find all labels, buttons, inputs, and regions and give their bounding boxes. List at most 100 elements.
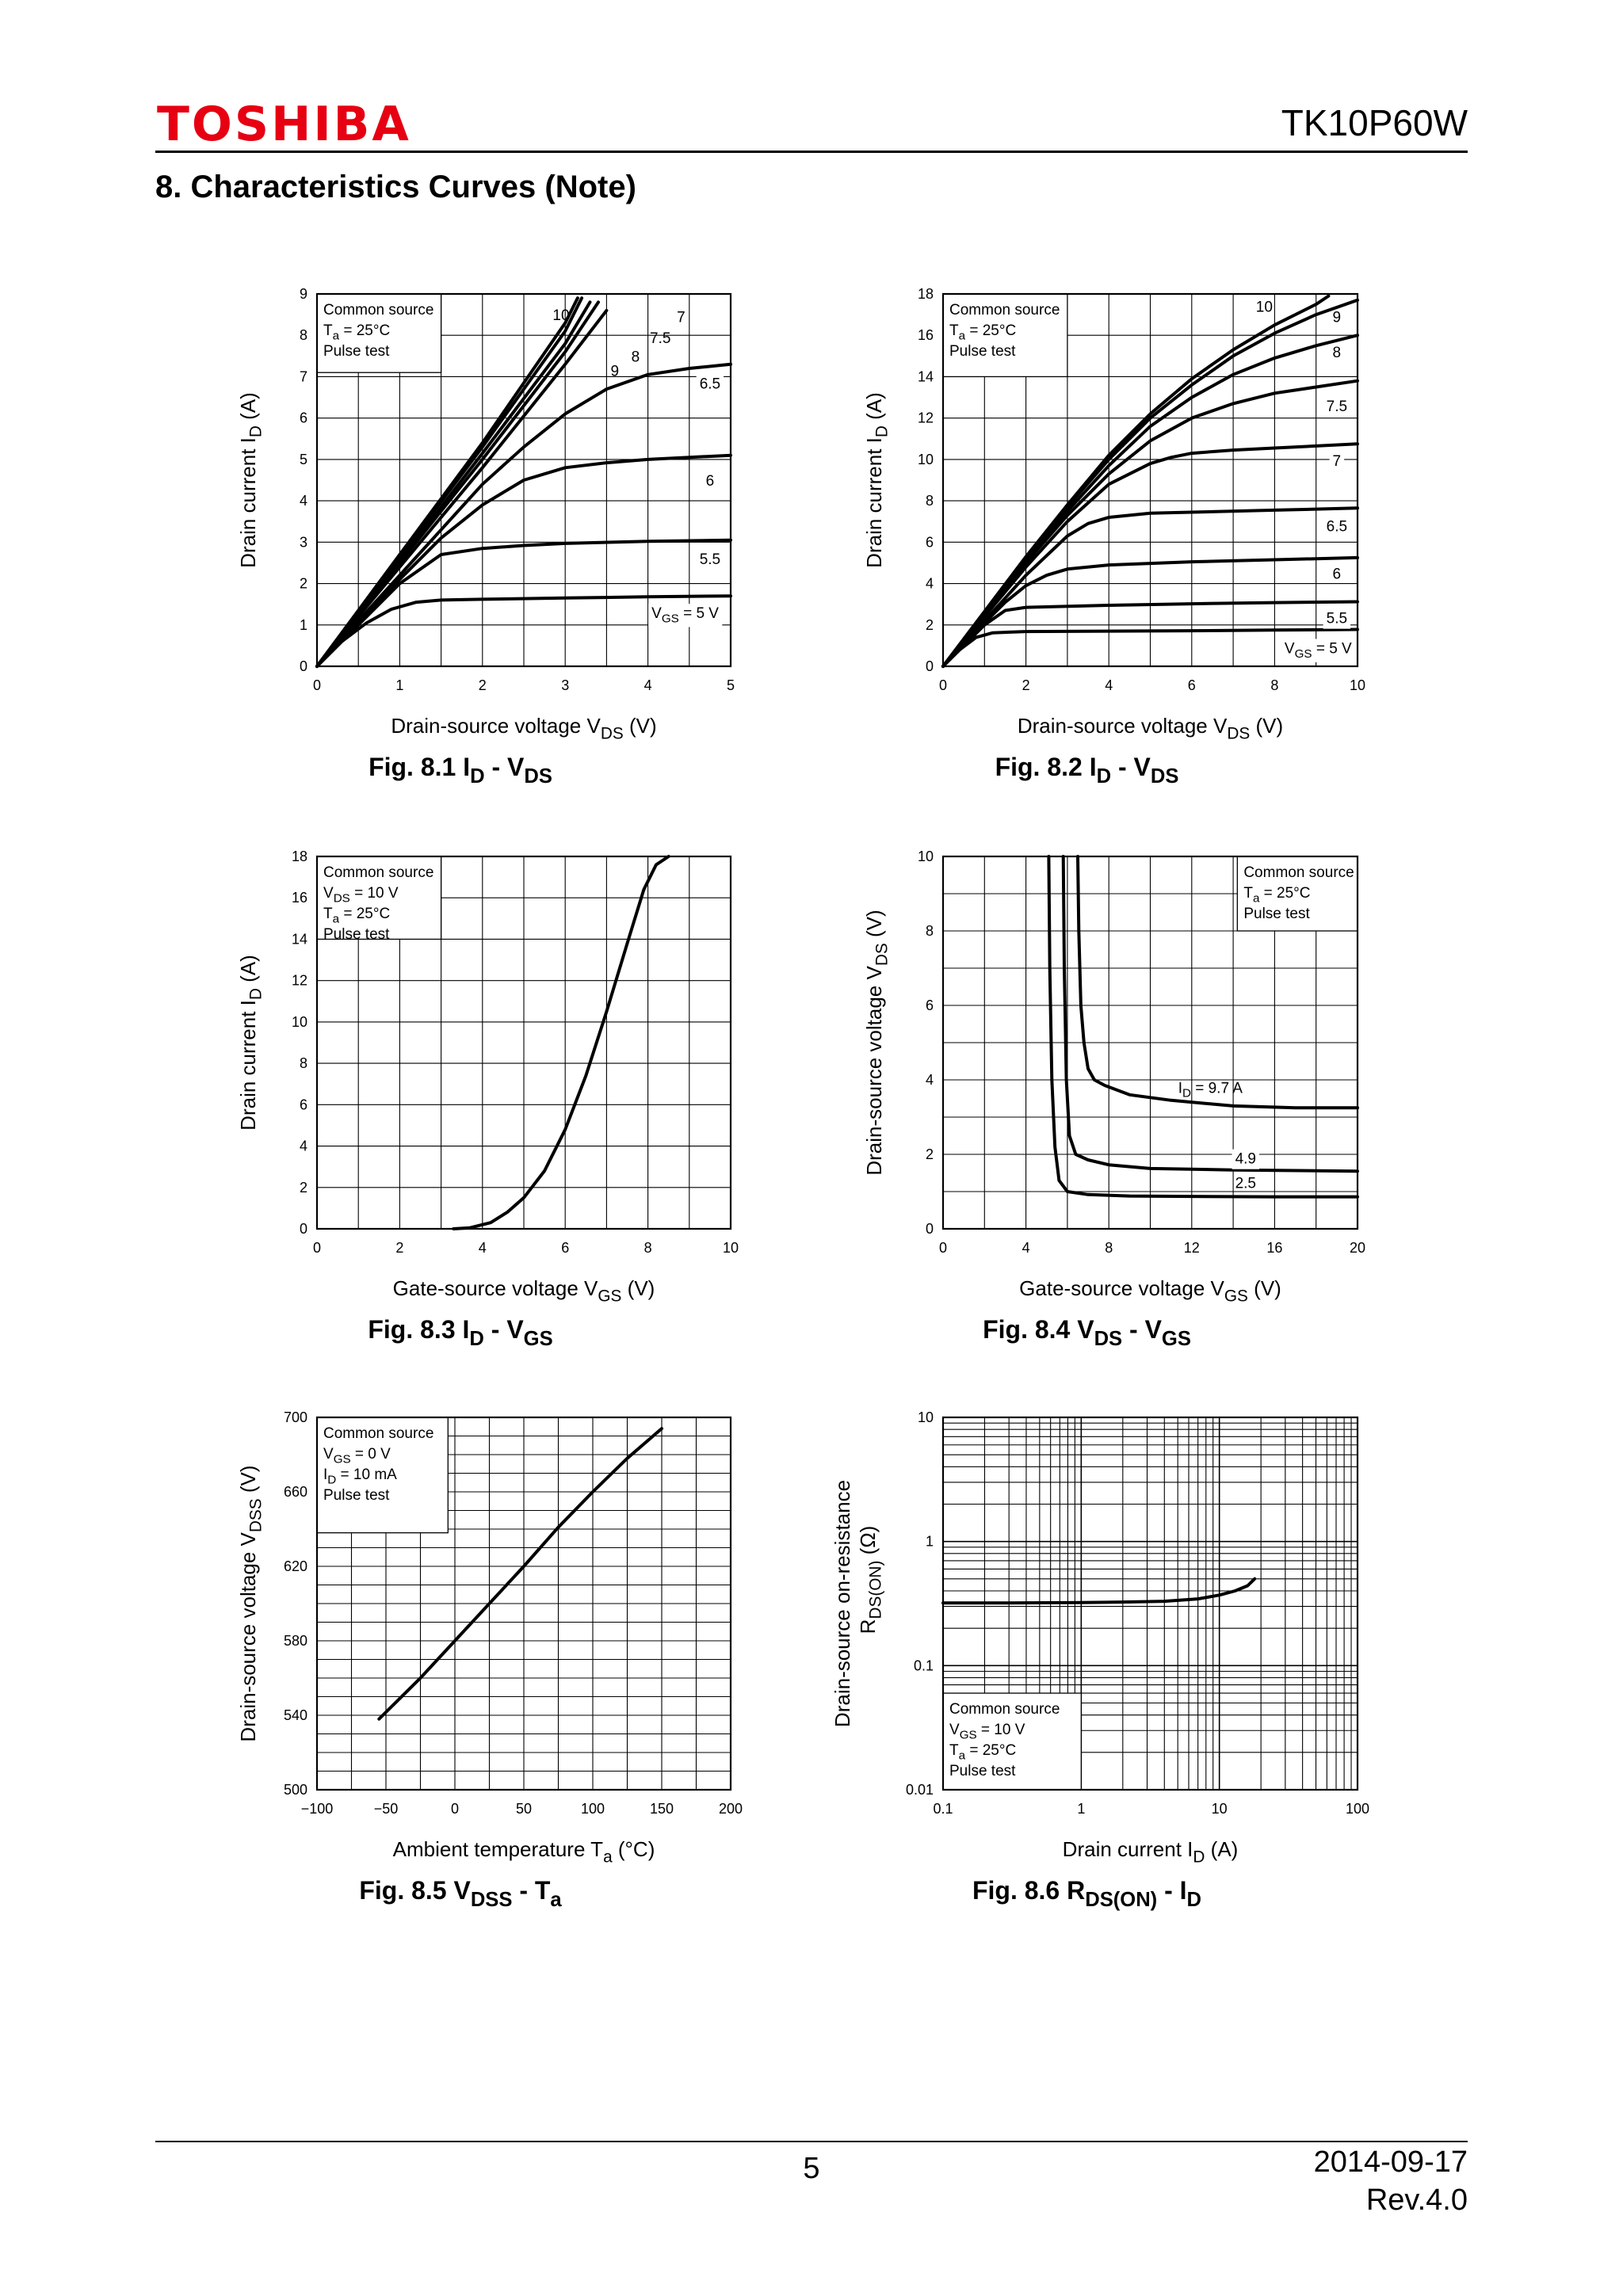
x-tick-label: 16: [1266, 1240, 1282, 1256]
y-axis-label: Drain current ID (A): [862, 392, 891, 568]
toshiba-logo: TOSHIBA: [157, 97, 411, 152]
y-axis-label-part: D: [246, 988, 265, 1000]
legend-line-part: = 10 V: [350, 885, 399, 902]
curve-label: 6.5: [700, 376, 720, 392]
x-tick-label: 8: [644, 1240, 652, 1256]
x-axis-label-part: Drain-source voltage V: [1018, 714, 1228, 738]
legend-line: Common source: [949, 1701, 1060, 1718]
y-axis-label-part: Drain current I: [236, 1000, 260, 1131]
data-series-line: [941, 294, 1331, 668]
x-axis-label: Drain-source voltage VDS (V): [391, 714, 656, 742]
data-series-line: [1061, 855, 1359, 1173]
x-tick-label: 4: [479, 1240, 487, 1256]
y-axis-label: Drain-source voltage VDS (V): [862, 910, 891, 1175]
curve-label: 8: [632, 349, 640, 365]
y-tick-label: 1: [300, 617, 307, 633]
curve-label-bg: [1232, 1149, 1260, 1169]
figure-caption-part: Fig. 8.1 I: [369, 753, 470, 781]
legend-line-part: Common source: [949, 1701, 1060, 1718]
section-title: 8. Characteristics Curves (Note): [155, 170, 636, 204]
curve-label: 7.5: [650, 330, 670, 347]
y-tick-label: 18: [918, 286, 934, 302]
y-axis-label: RDS(ON) (Ω): [856, 1526, 884, 1634]
figure-caption-part: DS: [1094, 1328, 1123, 1350]
x-tick-label: 0: [939, 1240, 947, 1256]
curve-label-bg: [1323, 517, 1351, 537]
curve-label: 7.5: [1327, 399, 1347, 415]
data-series-line: [315, 362, 732, 668]
y-tick-label: 0: [300, 658, 307, 674]
y-tick-label: 8: [926, 493, 934, 509]
y-tick-label: 2: [926, 617, 934, 633]
legend-line-part: V: [323, 1446, 334, 1463]
curve-label: 2.5: [1235, 1175, 1256, 1192]
legend-line-part: = 25°C: [965, 322, 1016, 339]
y-axis-label-part: D: [246, 425, 265, 437]
y-tick-label: 10: [918, 849, 934, 864]
x-axis-label: Gate-source voltage VGS (V): [393, 1276, 655, 1305]
y-axis-label-part: Drain current I: [236, 437, 260, 568]
curve-label-part: 10: [552, 307, 569, 324]
legend-line-part: = 10 mA: [336, 1466, 397, 1483]
curve-label-part: = 5 V: [679, 605, 719, 622]
legend-line-part: I: [323, 1466, 327, 1483]
legend-line-part: V: [949, 1722, 960, 1738]
legend-line-part: a: [959, 329, 966, 342]
y-tick-label: 10: [918, 1409, 934, 1425]
figure-caption-part: - I: [1157, 1876, 1186, 1905]
legend-line-part: Common source: [949, 302, 1060, 318]
x-tick-label: 100: [581, 1801, 605, 1817]
curve-label: VGS = 5 V: [1285, 641, 1352, 661]
figure-caption: Fig. 8.4 VDS - VGS: [983, 1315, 1191, 1350]
y-tick-label: 3: [300, 534, 307, 550]
x-tick-label: 10: [1350, 677, 1365, 693]
curve-label-part: 6: [706, 473, 715, 490]
y-tick-label: 8: [300, 1055, 307, 1071]
x-tick-label: 150: [650, 1801, 674, 1817]
y-tick-label: 500: [284, 1782, 307, 1798]
legend-line: Ta = 25°C: [323, 906, 390, 925]
legend-line: Pulse test: [949, 1763, 1016, 1779]
legend-line-part: = 0 V: [351, 1446, 391, 1463]
x-tick-label: 50: [516, 1801, 532, 1817]
y-axis-label-group: Drain-source voltage VDSS (V): [236, 1465, 265, 1741]
curve-label-part: 7.5: [1327, 399, 1347, 415]
figure-caption-part: Fig. 8.5 V: [359, 1876, 471, 1905]
x-tick-label: 2: [479, 677, 487, 693]
data-series-line: [315, 538, 732, 668]
figure-caption-part: - V: [1111, 753, 1151, 781]
y-tick-label: 10: [918, 452, 934, 467]
x-axis-label-part: (V): [621, 1276, 655, 1300]
curve-label-bg: [696, 374, 724, 395]
legend-line: VGS = 10 V: [949, 1722, 1025, 1741]
legend-line-part: Pulse test: [323, 926, 390, 943]
legend-line-part: = 10 V: [977, 1722, 1025, 1738]
y-axis-label-group: Drain current ID (A): [236, 392, 265, 568]
x-axis-label-part: Ambient temperature T: [393, 1837, 604, 1861]
x-axis-label-part: DS: [601, 724, 624, 742]
y-tick-label: 0.1: [914, 1657, 934, 1673]
legend-box: [316, 1417, 449, 1534]
curve-label: 10: [552, 307, 569, 324]
y-axis-label-group: Drain current ID (A): [862, 392, 891, 568]
y-tick-label: 12: [292, 973, 307, 989]
curve-label-part: V: [1285, 641, 1295, 658]
legend-box: [316, 856, 442, 940]
legend-line-part: T: [949, 322, 959, 339]
legend-line: Common source: [323, 864, 433, 881]
x-axis-label-part: Drain-source voltage V: [391, 714, 601, 738]
x-tick-label: 4: [1105, 677, 1113, 693]
legend-line: Pulse test: [323, 343, 390, 360]
legend-line: Common source: [949, 302, 1060, 318]
x-axis-label: Gate-source voltage VGS (V): [1019, 1276, 1281, 1305]
y-axis-label-part: Drain current I: [862, 437, 886, 568]
legend-line-part: Pulse test: [949, 343, 1016, 360]
y-axis-label-part: DS(ON): [866, 1561, 884, 1619]
figure-caption-part: Fig. 8.2 I: [995, 753, 1097, 781]
legend-line: Pulse test: [323, 1487, 390, 1504]
y-tick-label: 12: [918, 410, 934, 426]
x-axis-label-part: DS: [1227, 724, 1250, 742]
